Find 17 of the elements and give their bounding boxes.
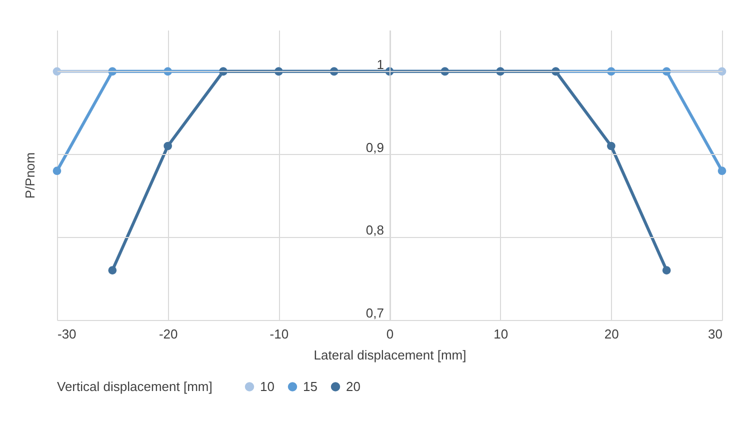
y-tick-label: 1	[376, 56, 384, 72]
y-tick-label: 0,7	[366, 306, 384, 320]
x-tick-label: -10	[270, 326, 289, 342]
x-axis-title: Lateral displacement [mm]	[314, 348, 466, 362]
y-axis-title: P/Pnom	[22, 152, 38, 199]
y-tick-label: 0,8	[366, 222, 384, 238]
x-tick-label: 0	[386, 326, 394, 342]
x-tick-label: 10	[494, 326, 508, 342]
legend-label: 20	[346, 378, 360, 394]
x-tick-label: -30	[58, 326, 76, 342]
legend-label: 10	[260, 378, 274, 394]
legend-label: 15	[303, 378, 318, 394]
y-tick-label: 0,9	[366, 140, 384, 155]
x-tick-label: 30	[708, 326, 722, 342]
x-tick-label: 20	[604, 326, 619, 342]
x-tick-label: -20	[158, 326, 178, 342]
legend-title: Vertical displacement [mm]	[57, 379, 212, 394]
